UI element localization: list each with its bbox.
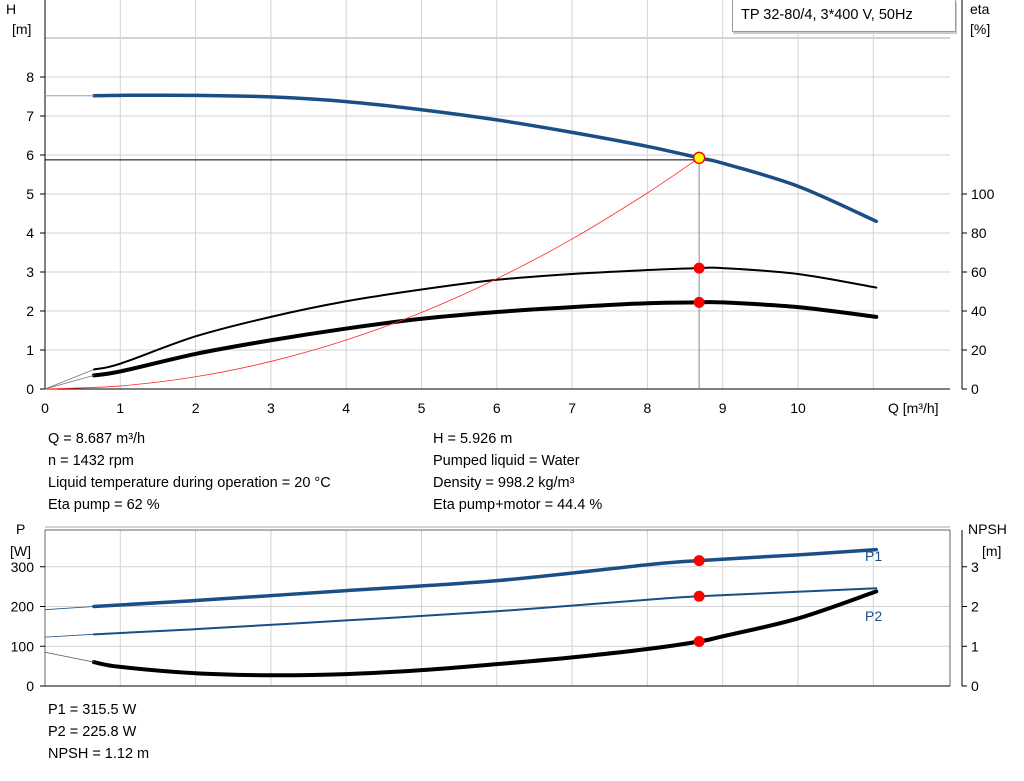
info-temperature: Liquid temperature during operation = 20… bbox=[48, 475, 331, 491]
p1-curve bbox=[92, 547, 879, 609]
info-n: n = 1432 rpm bbox=[48, 453, 134, 469]
eta-tick-label: 100 bbox=[971, 186, 995, 202]
eta-tick-label: 40 bbox=[971, 303, 987, 319]
q-tick-label: 8 bbox=[644, 400, 652, 416]
h-tick-label: 3 bbox=[26, 264, 34, 280]
eta-tick-label: 0 bbox=[971, 381, 979, 397]
eta-pump-extension bbox=[44, 369, 95, 390]
info-p1: P1 = 315.5 W bbox=[48, 702, 137, 718]
h-axis-unit: [m] bbox=[12, 21, 31, 37]
npsh-extension bbox=[44, 651, 95, 663]
eta-pump-motor-curve bbox=[91, 300, 879, 378]
npsh-axis-unit: [m] bbox=[982, 543, 1001, 559]
eta-pump-duty-point bbox=[693, 262, 705, 274]
h-tick-label: 8 bbox=[26, 69, 34, 85]
p2-curve bbox=[92, 587, 878, 636]
p-tick-label: 0 bbox=[26, 678, 34, 694]
p-tick-label: 200 bbox=[11, 599, 35, 615]
h-tick-label: 6 bbox=[26, 147, 34, 163]
eta-axis-label: eta bbox=[970, 1, 990, 17]
npsh-duty-point bbox=[693, 635, 705, 647]
npsh-curve bbox=[91, 589, 879, 678]
h-axis-label: H bbox=[6, 1, 16, 17]
q-tick-label: 6 bbox=[493, 400, 501, 416]
q-tick-label: 10 bbox=[790, 400, 806, 416]
eta-pump-motor-extension bbox=[44, 374, 95, 390]
grid-top bbox=[44, 0, 963, 390]
info-left: Q = 8.687 m³/h n = 1432 rpm Liquid tempe… bbox=[48, 428, 331, 516]
pump-title: TP 32-80/4, 3*400 V, 50Hz bbox=[732, 0, 956, 32]
q-tick-label: 0 bbox=[41, 400, 49, 416]
h-tick-label: 5 bbox=[26, 186, 34, 202]
tick-labels: 0 1 2 3 4 5 6 7 8 9 100123456780204060801000100200… bbox=[11, 69, 995, 694]
head-duty-point bbox=[692, 151, 706, 165]
p2-series-label: P2 bbox=[865, 608, 882, 624]
eta-pump-curve bbox=[92, 266, 878, 371]
eta-axis-unit: [%] bbox=[970, 21, 990, 37]
npsh-tick-label: 0 bbox=[971, 678, 979, 694]
q-tick-label: 1 bbox=[116, 400, 124, 416]
info-eta-pump: Eta pump = 62 % bbox=[48, 497, 160, 513]
p1-extension bbox=[44, 606, 94, 611]
q-axis-label: Q [m³/h] bbox=[888, 400, 939, 416]
info-q: Q = 8.687 m³/h bbox=[48, 431, 146, 447]
h-tick-label: 2 bbox=[26, 303, 34, 319]
grid-bottom bbox=[44, 526, 963, 687]
q-tick-label: 3 bbox=[267, 400, 275, 416]
npsh-tick-label: 1 bbox=[971, 638, 979, 654]
q-tick-label: 9 bbox=[719, 400, 727, 416]
q-tick-label: 4 bbox=[342, 400, 350, 416]
h-tick-label: 0 bbox=[26, 381, 34, 397]
info-h: H = 5.926 m bbox=[433, 431, 513, 447]
eta-tick-label: 60 bbox=[971, 264, 987, 280]
info-bottom: P1 = 315.5 W P2 = 225.8 W NPSH = 1.12 m bbox=[48, 699, 149, 765]
npsh-tick-label: 2 bbox=[971, 599, 979, 615]
p1-series-label: P1 bbox=[865, 548, 882, 564]
info-density: Density = 998.2 kg/m³ bbox=[433, 475, 575, 491]
p1-duty-point bbox=[693, 555, 705, 567]
p2-extension bbox=[44, 633, 94, 638]
h-tick-label: 7 bbox=[26, 108, 34, 124]
q-tick-label: 5 bbox=[418, 400, 426, 416]
system-curve bbox=[44, 157, 700, 390]
curves bbox=[44, 93, 879, 678]
p-tick-label: 100 bbox=[11, 638, 35, 654]
h-tick-label: 4 bbox=[26, 225, 34, 241]
eta-tick-label: 80 bbox=[971, 225, 987, 241]
info-npsh: NPSH = 1.12 m bbox=[48, 746, 150, 762]
q-tick-label: 7 bbox=[568, 400, 576, 416]
info-p2: P2 = 225.8 W bbox=[48, 724, 137, 740]
p-axis-label: P bbox=[16, 521, 25, 537]
info-eta-pump-motor: Eta pump+motor = 44.4 % bbox=[433, 497, 603, 513]
npsh-tick-label: 3 bbox=[971, 559, 979, 575]
head-curve bbox=[92, 93, 879, 224]
p2-duty-point bbox=[693, 590, 705, 602]
eta-pump-motor-duty-point bbox=[693, 296, 705, 308]
eta-tick-label: 20 bbox=[971, 342, 987, 358]
p-tick-label: 300 bbox=[11, 559, 35, 575]
npsh-axis-label: NPSH bbox=[968, 521, 1007, 537]
info-liquid: Pumped liquid = Water bbox=[433, 453, 580, 469]
info-right: H = 5.926 m Pumped liquid = Water Densit… bbox=[433, 428, 602, 516]
p-axis-unit: [W] bbox=[10, 543, 31, 559]
h-tick-label: 1 bbox=[26, 342, 34, 358]
q-tick-label: 2 bbox=[192, 400, 200, 416]
